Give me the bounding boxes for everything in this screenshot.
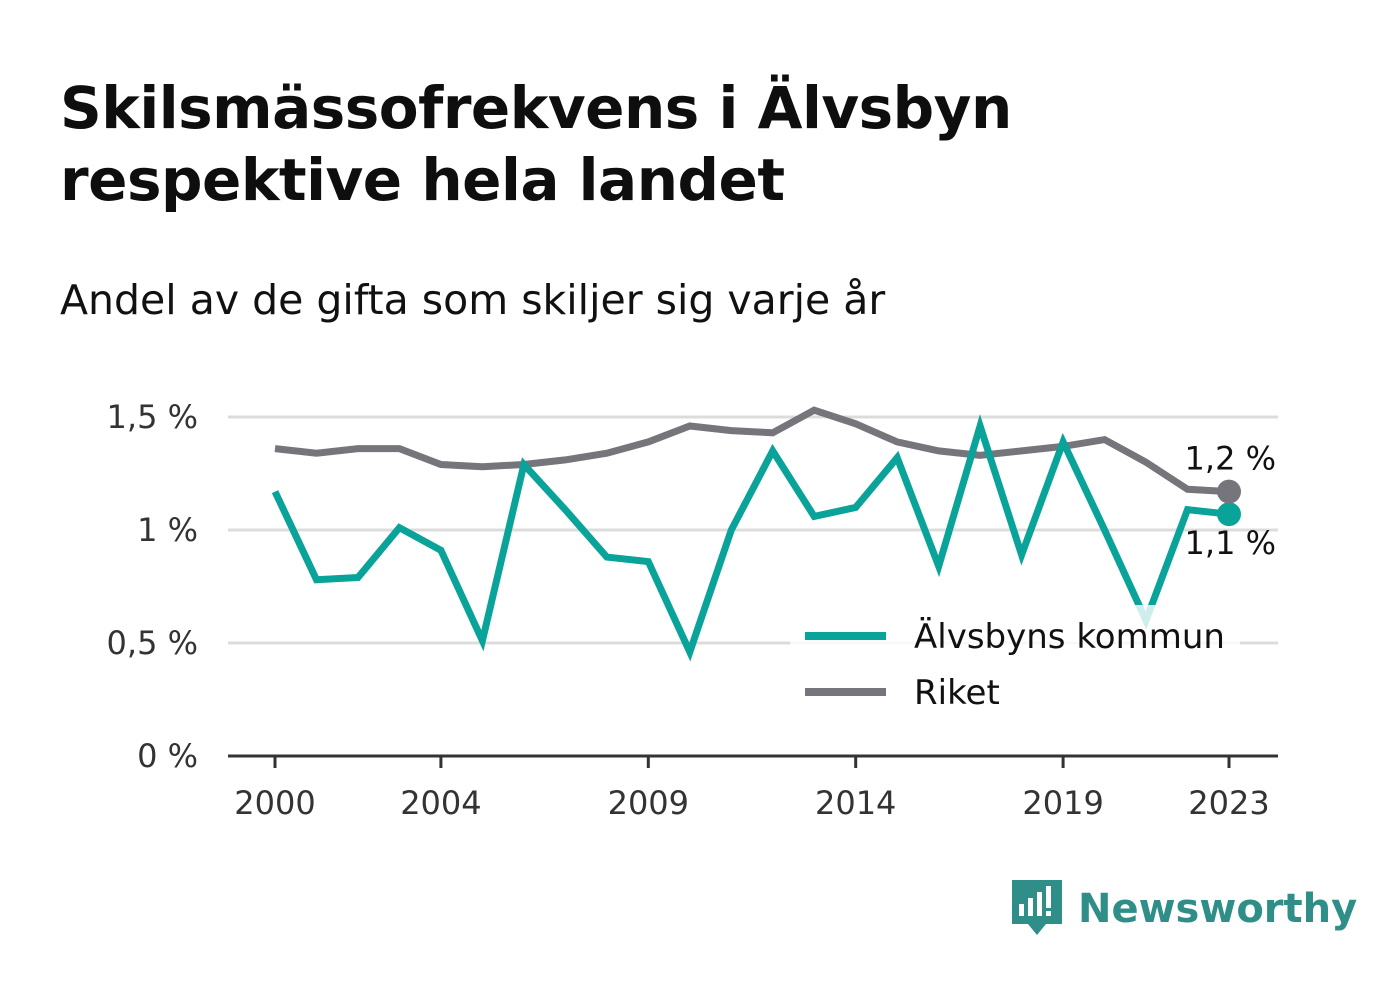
y-tick-label: 1 % (137, 511, 198, 549)
x-tick-label: 2004 (400, 784, 481, 822)
legend-label: Riket (914, 673, 1000, 713)
x-tick-label: 2000 (234, 784, 315, 822)
brand-logo: Newsworthy (1010, 878, 1357, 940)
end-labels: 1,1 % 1,2 % (1185, 440, 1276, 563)
series-end-label: 1,1 % (1185, 524, 1276, 562)
series-end-label: 1,2 % (1185, 440, 1276, 478)
x-tick-label: 2023 (1188, 784, 1269, 822)
x-tick-label: 2019 (1022, 784, 1103, 822)
x-tick-label: 2009 (608, 784, 689, 822)
y-axis-ticks: 0 % 0,5 % 1 % 1,5 % (107, 398, 198, 775)
legend-background (790, 605, 1240, 723)
y-tick-label: 0 % (137, 737, 198, 775)
chart-subtitle: Andel av de gifta som skiljer sig varje … (60, 276, 886, 324)
series-line-alvsbyn (271, 414, 1230, 662)
newsworthy-logo-icon (1010, 878, 1064, 940)
brand-name: Newsworthy (1078, 886, 1358, 932)
series-end-point (1217, 502, 1241, 527)
legend: Älvsbyns kommun Riket (790, 605, 1240, 723)
line-chart: 0 % 0,5 % 1 % 1,5 % 2000 2004 2009 2014 2019 202… (107, 398, 1278, 822)
series-line-riket (274, 406, 1230, 496)
series-end-point (1217, 479, 1241, 504)
y-tick-label: 1,5 % (107, 398, 198, 436)
legend-label: Älvsbyns kommun (914, 617, 1225, 657)
chart-title: Skilsmässofrekvens i Älvsbyn respektive … (60, 74, 1012, 214)
x-axis: 2000 2004 2009 2014 2019 2023 (228, 754, 1278, 822)
x-tick-label: 2014 (815, 784, 896, 822)
series-lines (271, 406, 1230, 662)
y-tick-label: 0,5 % (107, 624, 198, 662)
